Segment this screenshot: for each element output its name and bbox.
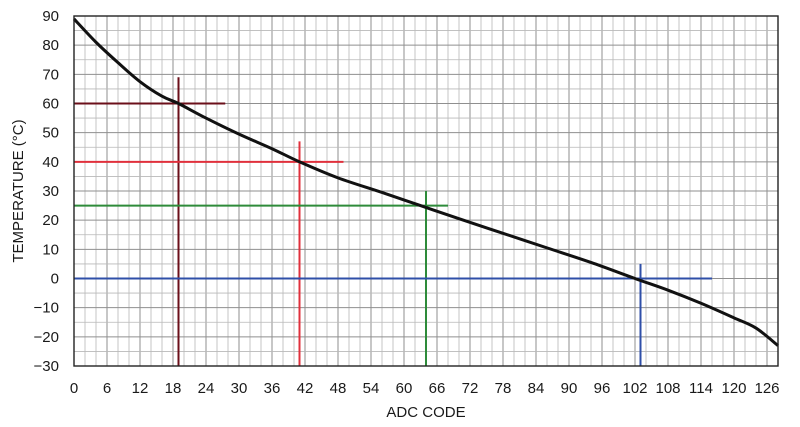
y-tick-label: 50 bbox=[42, 125, 59, 142]
y-tick-label: 60 bbox=[42, 96, 59, 113]
x-tick-label: 36 bbox=[264, 380, 281, 397]
y-tick-label: −20 bbox=[34, 329, 59, 346]
x-tick-label: 108 bbox=[655, 380, 680, 397]
x-tick-label: 72 bbox=[462, 380, 479, 397]
y-tick-label: 0 bbox=[51, 271, 59, 288]
y-axis-title: TEMPERATURE (°C) bbox=[10, 119, 27, 262]
x-tick-label: 30 bbox=[231, 380, 248, 397]
x-tick-label: 90 bbox=[561, 380, 578, 397]
x-tick-label: 66 bbox=[429, 380, 446, 397]
x-tick-label: 120 bbox=[721, 380, 746, 397]
x-tick-label: 24 bbox=[198, 380, 215, 397]
x-tick-label: 12 bbox=[132, 380, 149, 397]
y-tick-label: 30 bbox=[42, 183, 59, 200]
y-axis-ticks: 90 80 70 60 50 40 30 20 10 0 −10 −20 −30 bbox=[34, 8, 59, 375]
plot-frame bbox=[73, 15, 779, 367]
y-tick-label: −10 bbox=[34, 300, 59, 317]
y-tick-label: 90 bbox=[42, 8, 59, 25]
x-tick-label: 42 bbox=[297, 380, 314, 397]
x-tick-label: 78 bbox=[495, 380, 512, 397]
x-tick-label: 54 bbox=[363, 380, 380, 397]
x-tick-label: 96 bbox=[594, 380, 611, 397]
x-tick-label: 6 bbox=[103, 380, 111, 397]
x-axis-ticks: 0 6 12 18 24 30 36 42 48 54 60 66 72 78 84 90 96 102 108 11… bbox=[70, 380, 780, 397]
x-tick-label: 114 bbox=[689, 380, 713, 397]
x-tick-label: 48 bbox=[330, 380, 347, 397]
y-tick-label: 70 bbox=[42, 66, 59, 83]
y-tick-label: 20 bbox=[42, 212, 59, 229]
x-tick-label: 0 bbox=[70, 380, 78, 397]
temperature-curve bbox=[72, 17, 779, 347]
x-tick-label: 60 bbox=[396, 380, 413, 397]
reference-lines bbox=[74, 77, 712, 366]
x-tick-label: 84 bbox=[528, 380, 545, 397]
x-tick-label: 102 bbox=[622, 380, 647, 397]
y-tick-label: 80 bbox=[42, 37, 59, 54]
y-tick-label: 10 bbox=[42, 241, 59, 258]
x-tick-label: 18 bbox=[165, 380, 182, 397]
x-tick-label: 126 bbox=[754, 380, 779, 397]
y-tick-label: 40 bbox=[42, 154, 59, 171]
y-tick-label: −30 bbox=[34, 358, 59, 375]
x-axis-title: ADC CODE bbox=[386, 404, 465, 421]
